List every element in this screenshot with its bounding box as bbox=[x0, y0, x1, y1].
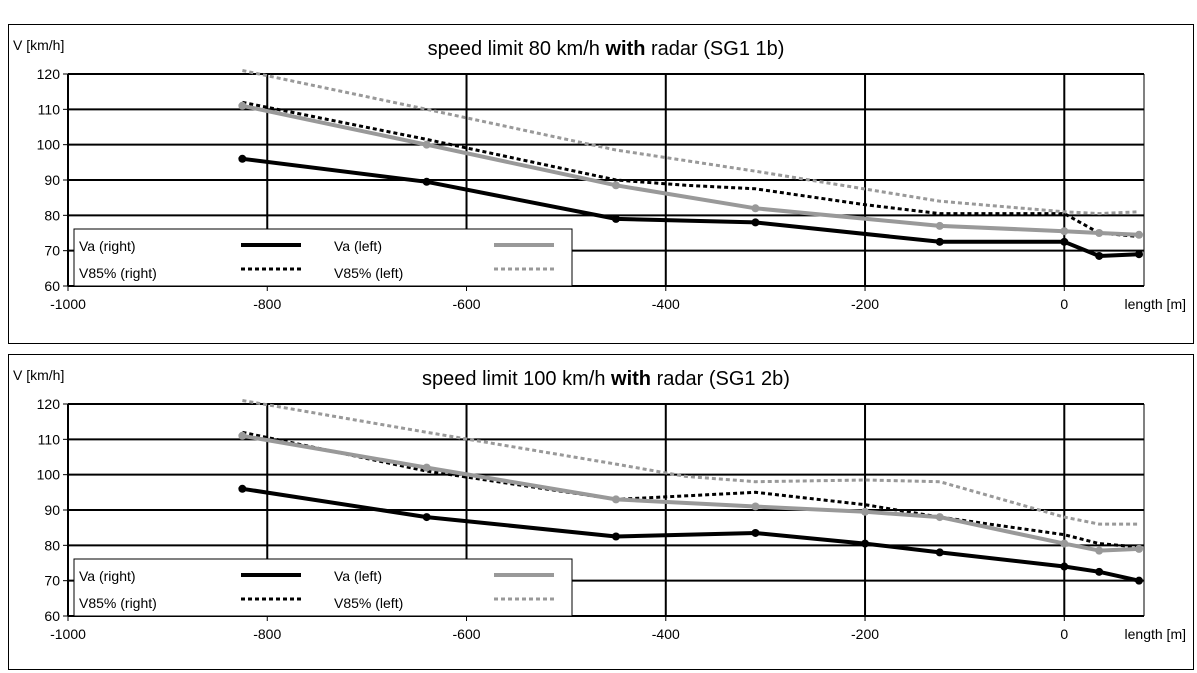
data-point bbox=[1060, 539, 1069, 548]
legend-label: Va (right) bbox=[79, 568, 136, 584]
data-point bbox=[611, 532, 620, 541]
data-point bbox=[935, 237, 944, 246]
data-point bbox=[751, 218, 760, 227]
legend-box bbox=[73, 558, 573, 617]
data-point bbox=[861, 507, 870, 516]
data-point bbox=[935, 513, 944, 522]
y-tick-label: 90 bbox=[44, 172, 60, 188]
data-point bbox=[1135, 544, 1144, 553]
y-tick-label: 80 bbox=[44, 537, 60, 553]
chart-title: speed limit 100 km/h with radar (SG1 2b) bbox=[422, 368, 790, 390]
series-line-va-right bbox=[240, 156, 1141, 258]
chart-title: speed limit 80 km/h with radar (SG1 1b) bbox=[428, 38, 785, 60]
y-tick-label: 110 bbox=[38, 101, 61, 117]
x-tick-label: -400 bbox=[652, 626, 680, 642]
series-line-v85-right bbox=[242, 430, 1140, 549]
x-tick-label: -600 bbox=[453, 296, 481, 312]
data-point bbox=[238, 484, 247, 493]
data-point bbox=[1060, 227, 1069, 236]
data-point bbox=[238, 431, 247, 440]
series-line-va-left bbox=[240, 103, 1141, 237]
data-point bbox=[422, 177, 431, 186]
chart-100-svg: V [km/h] speed limit 100 km/h with radar … bbox=[13, 367, 1186, 642]
data-point bbox=[422, 140, 431, 149]
data-point bbox=[1135, 250, 1144, 259]
legend-label: V85% (right) bbox=[79, 595, 157, 611]
x-tick-label: -600 bbox=[453, 626, 481, 642]
title-text-prefix: speed limit 100 km/h bbox=[422, 368, 611, 390]
data-point bbox=[611, 214, 620, 223]
data-point bbox=[751, 204, 760, 213]
title-text-prefix: speed limit 80 km/h bbox=[428, 38, 606, 60]
chart-panel-80: V [km/h] speed limit 80 km/h with radar (… bbox=[8, 24, 1194, 344]
x-tick-label: -1000 bbox=[50, 296, 86, 312]
data-point bbox=[751, 502, 760, 511]
y-tick-label: 120 bbox=[37, 396, 61, 412]
legend-label: Va (left) bbox=[334, 238, 382, 254]
x-tick-label: -800 bbox=[253, 626, 281, 642]
data-point bbox=[1060, 237, 1069, 246]
y-tick-label: 100 bbox=[37, 467, 61, 483]
legend-label: V85% (left) bbox=[334, 265, 403, 281]
title-text-bold: with bbox=[610, 368, 651, 390]
x-tick-label: -800 bbox=[253, 296, 281, 312]
data-point bbox=[935, 221, 944, 230]
y-axis-label: V [km/h] bbox=[13, 37, 64, 53]
data-point bbox=[1095, 229, 1104, 237]
y-tick-label: 110 bbox=[38, 431, 61, 447]
data-point bbox=[751, 528, 760, 537]
legend-label: Va (left) bbox=[334, 568, 382, 584]
x-axis-label: length [m] bbox=[1125, 296, 1186, 312]
y-tick-label: 70 bbox=[44, 243, 60, 259]
x-tick-label: -200 bbox=[851, 626, 879, 642]
y-axis-label: V [km/h] bbox=[13, 367, 64, 383]
data-point bbox=[935, 548, 944, 557]
data-point bbox=[1095, 251, 1104, 260]
x-tick-label: 0 bbox=[1060, 626, 1068, 642]
data-point bbox=[422, 463, 431, 472]
x-tick-label: -1000 bbox=[50, 626, 86, 642]
x-tick-label: -400 bbox=[652, 296, 680, 312]
title-text-bold: with bbox=[604, 38, 645, 60]
series-line-v85-left bbox=[242, 399, 1139, 526]
data-point bbox=[1095, 546, 1104, 555]
legend-label: V85% (right) bbox=[79, 265, 157, 281]
data-point bbox=[1060, 562, 1069, 571]
title-text-suffix: radar (SG1 1b) bbox=[645, 38, 784, 60]
data-point bbox=[1095, 567, 1104, 576]
data-point bbox=[611, 181, 620, 190]
x-tick-label: 0 bbox=[1060, 296, 1068, 312]
y-tick-label: 80 bbox=[44, 207, 60, 223]
legend-box bbox=[73, 228, 573, 287]
series-line-v85-right bbox=[242, 100, 1140, 238]
data-point bbox=[1135, 230, 1144, 239]
legend: Va (right) Va (left) V85% (right) V85% (lef… bbox=[73, 558, 573, 617]
data-point bbox=[238, 154, 247, 163]
x-tick-label: -200 bbox=[851, 296, 879, 312]
title-text-suffix: radar (SG1 2b) bbox=[651, 368, 790, 390]
legend-label: Va (right) bbox=[79, 238, 136, 254]
legend-label: V85% (left) bbox=[334, 595, 403, 611]
data-point bbox=[611, 495, 620, 504]
y-tick-label: 60 bbox=[44, 278, 60, 294]
y-tick-label: 70 bbox=[44, 573, 60, 589]
y-tick-label: 100 bbox=[37, 137, 61, 153]
y-tick-label: 60 bbox=[44, 608, 60, 624]
chart-80-svg: V [km/h] speed limit 80 km/h with radar (… bbox=[13, 37, 1186, 312]
data-point bbox=[238, 101, 247, 110]
y-tick-label: 120 bbox=[37, 66, 61, 82]
data-point bbox=[422, 513, 431, 522]
data-point bbox=[1135, 576, 1144, 585]
y-tick-label: 90 bbox=[44, 502, 60, 518]
x-axis-label: length [m] bbox=[1125, 626, 1186, 642]
legend: Va (right) Va (left) V85% (right) V85% (lef… bbox=[73, 228, 573, 287]
data-point bbox=[861, 539, 870, 548]
chart-panel-100: V [km/h] speed limit 100 km/h with radar … bbox=[8, 354, 1194, 670]
series-line-v85-left bbox=[242, 69, 1140, 216]
